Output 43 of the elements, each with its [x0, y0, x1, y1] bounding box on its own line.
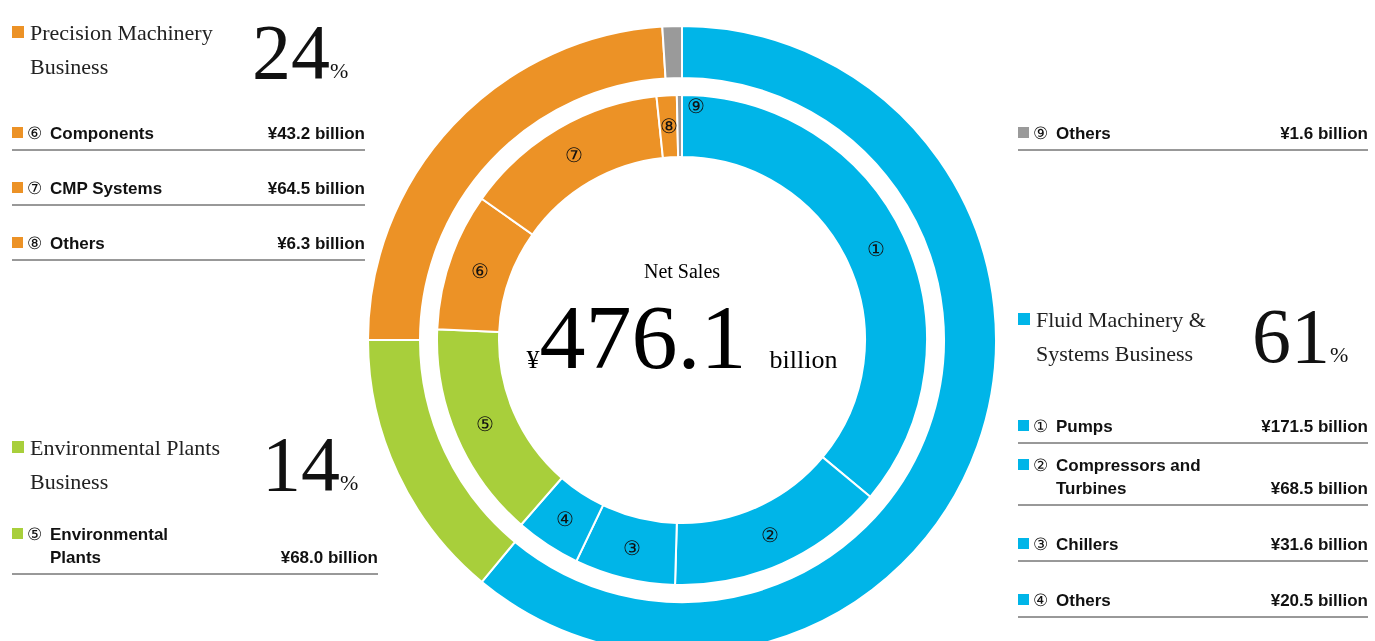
- data-label: ¥68.5 billion: [1270, 479, 1368, 498]
- text: ⑦: [564, 144, 583, 167]
- text: ②: [1033, 456, 1048, 475]
- legend-label: Fluid Machinery & Systems Business: [1036, 307, 1206, 366]
- text: ⑥: [470, 259, 489, 282]
- legend-label: Environmental Plants Business: [30, 435, 221, 494]
- text: ①: [866, 238, 885, 261]
- text: ⑨: [1033, 124, 1048, 143]
- legend-label: Precision Machinery Business: [30, 20, 213, 79]
- legend-label: Others: [1056, 124, 1111, 143]
- legend-label: Environmental Plants: [50, 525, 169, 567]
- text: Net Sales: [643, 260, 721, 282]
- text: ⑨: [686, 95, 705, 118]
- text: ⑤: [476, 413, 495, 436]
- text: ⑧: [27, 234, 42, 253]
- legend-label: Chillers: [1056, 535, 1119, 554]
- text: ④: [555, 507, 574, 530]
- data-label: ¥43.2 billion: [267, 124, 365, 143]
- data-label: ¥68.0 billion: [280, 548, 378, 567]
- legend-label: Others: [50, 234, 105, 253]
- data-label: 61%: [1252, 292, 1349, 379]
- data-label: ¥6.3 billion: [277, 234, 365, 253]
- data-label: 14%: [262, 420, 359, 507]
- data-label: ¥31.6 billion: [1270, 535, 1368, 554]
- data-label: ¥171.5 billion: [1261, 417, 1368, 436]
- legend-label: Pumps: [1056, 417, 1113, 436]
- data-label: ¥1.6 billion: [1280, 124, 1368, 143]
- legend-label: Components: [50, 124, 154, 143]
- text: ⑦: [27, 179, 42, 198]
- text: ③: [1033, 535, 1048, 554]
- legend-label: Others: [1056, 591, 1111, 610]
- data-label: 24%: [252, 8, 349, 95]
- text: ④: [1033, 591, 1048, 610]
- text: ①: [1033, 417, 1048, 436]
- data-label: ¥20.5 billion: [1270, 591, 1368, 610]
- text: ¥476.1 billion: [526, 286, 838, 388]
- data-label: ¥64.5 billion: [267, 179, 365, 198]
- text: ②: [761, 524, 780, 547]
- text: ⑥: [27, 124, 42, 143]
- text: ③: [622, 537, 641, 560]
- legend-label: Compressors and Turbines: [1056, 456, 1201, 498]
- legend-label: CMP Systems: [50, 179, 163, 198]
- text: ⑤: [27, 525, 42, 544]
